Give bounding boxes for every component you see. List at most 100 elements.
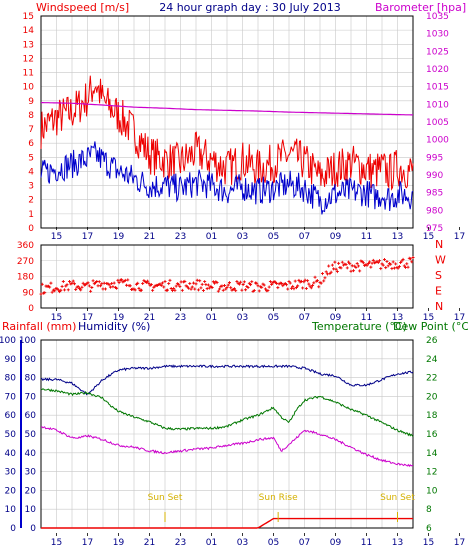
humidity-tick-labels: 0 10 20 30 40 50 60 70 80 90 100: [19, 336, 36, 534]
wind-direction-point: [386, 264, 390, 268]
wind-direction-point: [180, 288, 184, 292]
time-tick-label: 07: [299, 313, 310, 323]
wind-direction-point: [371, 258, 375, 262]
windspeed-tick: 0: [28, 224, 34, 234]
wind-direction-point: [91, 279, 95, 283]
panel-rain-humidity-temp: Rainfall (mm) Humidity (%) Temperature (…: [0, 320, 468, 548]
barometer-tick-labels: 975 980 985 990 995 1000 1005 1010 1015 1020 1025 1…: [426, 12, 449, 234]
barometer-line: [41, 102, 413, 116]
wind-direction-point: [309, 286, 313, 290]
wind-direction-point: [141, 281, 145, 285]
humidity-tick: 90: [25, 355, 37, 365]
wind-direction-point: [293, 279, 297, 283]
wind-direction-point: [188, 282, 192, 286]
wind-direction-point: [237, 282, 241, 286]
sunrise-label: Sun Rise: [259, 493, 298, 503]
wind-direction-point: [120, 278, 124, 282]
wind-direction-point: [252, 289, 256, 293]
windspeed-tick: 2: [28, 196, 34, 206]
wind-direction-point: [195, 278, 199, 282]
temperature-tick-labels: 6 8 10 12 14 16 18 20 22 24 26: [426, 336, 438, 534]
wind-direction-point: [366, 262, 370, 266]
time-tick-label: 11: [361, 313, 372, 323]
wind-direction-point: [340, 260, 344, 264]
wind-direction-point: [285, 283, 289, 287]
wind-direction-point: [320, 272, 324, 276]
barometer-tick: 990: [426, 171, 443, 181]
windspeed-axis-label: Windspeed [m/s]: [36, 1, 129, 14]
wind-direction-point: [178, 285, 182, 289]
temperature-axis-label: Temperature (°C): [311, 320, 407, 333]
wind-direction-point: [70, 281, 74, 285]
windspeed-tick: 6: [28, 139, 34, 149]
time-tick-label: 21: [144, 538, 155, 548]
wind-direction-point: [358, 269, 362, 273]
compass-tick: N: [435, 300, 443, 313]
direction-grid: [41, 244, 413, 309]
wind-direction-point: [151, 288, 155, 292]
direction-degree-tick: 180: [17, 273, 34, 283]
windspeed-tick: 12: [23, 54, 34, 64]
direction-panel-frame: [40, 244, 414, 309]
wind-direction-point: [165, 288, 169, 292]
compass-tick: E: [435, 285, 442, 298]
wind-direction-point: [201, 288, 205, 292]
wind-direction-point: [405, 262, 409, 266]
wind-time-ticks: 1517192123010305070911131517192123: [51, 227, 465, 242]
wind-direction-point: [199, 286, 203, 290]
wind-direction-point: [355, 262, 359, 266]
barometer-axis-label: Barometer [hpa]: [375, 1, 466, 14]
direction-degree-tick: 90: [23, 288, 35, 298]
barometer-tick: 980: [426, 206, 443, 216]
temperature-tick: 22: [426, 374, 437, 384]
time-tick-label: 15: [423, 538, 434, 548]
time-tick-label: 15: [51, 232, 62, 242]
rainfall-tick: 70: [5, 392, 17, 402]
wind-direction-point: [227, 281, 231, 285]
barometer-tick: 1015: [426, 83, 449, 93]
humidity-line: [40, 364, 414, 396]
barometer-tick: 1020: [426, 65, 449, 75]
wind-direction-point: [397, 265, 401, 269]
wind-direction-point: [329, 270, 333, 274]
wind-direction-point: [256, 284, 260, 288]
wind-direction-point: [61, 279, 65, 283]
wind-direction-point: [226, 283, 230, 287]
wind-direction-point: [242, 280, 246, 284]
time-tick-label: 17: [82, 232, 93, 242]
humidity-tick: 60: [25, 411, 37, 421]
humidity-axis-label: Humidity (%): [78, 320, 150, 333]
time-tick-label: 01: [206, 232, 217, 242]
time-tick-label: 01: [206, 313, 217, 323]
wind-direction-point: [262, 283, 266, 287]
wind-direction-point: [311, 283, 315, 287]
wind-direction-point: [356, 264, 360, 268]
wind-direction-point: [59, 288, 63, 292]
wind-direction-point: [115, 286, 119, 290]
wind-direction-point: [76, 285, 80, 289]
wind-direction-point: [390, 267, 394, 271]
wind-direction-point: [333, 260, 337, 264]
wind-direction-point: [263, 287, 267, 291]
wind-direction-point: [319, 281, 323, 285]
wind-panel-frame: [40, 15, 414, 229]
wind-direction-point: [255, 281, 259, 285]
wind-direction-point: [136, 281, 140, 285]
wind-direction-point: [267, 285, 271, 289]
wind-direction-point: [139, 288, 143, 292]
windspeed-tick: 3: [28, 182, 34, 192]
time-tick-label: 23: [175, 313, 186, 323]
wind-direction-point: [409, 257, 413, 261]
windspeed-tick: 9: [28, 97, 34, 107]
wind-direction-point: [225, 285, 229, 289]
dewpoint-line: [41, 426, 414, 468]
wind-direction-point: [268, 280, 272, 284]
temperature-tick: 16: [426, 430, 438, 440]
sun-annotations: Sun Set Sun Rise Sun Set: [148, 493, 415, 522]
sunset-label-1: Sun Set: [148, 493, 183, 503]
rainfall-tick: 0: [10, 524, 16, 534]
rain-grid: [41, 339, 413, 529]
time-tick-label: 17: [454, 538, 465, 548]
